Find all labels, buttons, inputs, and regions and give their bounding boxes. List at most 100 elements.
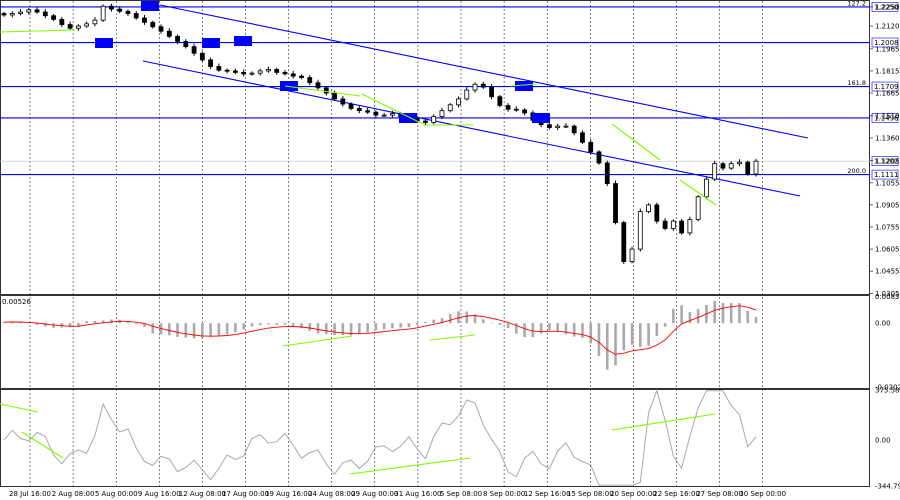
candle-body: [84, 23, 90, 27]
candle-body: [513, 108, 519, 111]
candle-body: [563, 125, 569, 128]
level-label: 1.2250: [874, 3, 899, 11]
level-label: 1.1111: [874, 171, 899, 179]
channel-upper: [159, 4, 809, 139]
cci-divergence: [21, 431, 64, 459]
x-tick-label: 8 Sep 00:00: [483, 490, 525, 498]
candle-body: [439, 110, 445, 117]
candle-body: [679, 220, 685, 234]
candle-body: [34, 9, 40, 13]
candle-body: [9, 13, 15, 16]
pivot-marker: [532, 113, 550, 123]
candle-body: [423, 120, 428, 123]
candle-body: [547, 124, 552, 129]
candle-body: [356, 108, 362, 112]
candle-body: [216, 66, 222, 71]
macd-panel-frame: [0, 295, 870, 389]
cci-line: [3, 389, 757, 486]
candle-body: [290, 73, 296, 77]
cci-divergence: [0, 403, 39, 413]
macd-divergence-lines: [282, 334, 476, 347]
candle-body: [588, 141, 594, 153]
x-tick-label: 12 Aug 08:00: [179, 490, 226, 498]
candle-body: [282, 72, 288, 75]
cci-axis: 375.5808 0.00 -344.798: [875, 387, 900, 491]
candle-body: [266, 69, 271, 72]
candle-body: [183, 41, 189, 48]
pivot-marker: [515, 81, 533, 91]
candle-body: [670, 220, 676, 229]
candle-body: [166, 30, 172, 37]
price-panel-frame: [0, 0, 870, 295]
pivot-marker: [399, 113, 417, 123]
candle-body: [381, 114, 387, 117]
candle-body: [232, 70, 238, 73]
candle-body: [613, 183, 618, 223]
divergence-line: [679, 179, 717, 206]
candle-body: [555, 125, 561, 129]
candle-body: [687, 219, 693, 234]
candle-body: [67, 24, 73, 29]
price-panel: 1.2250 1.2008 1.1709 1.1496 1.1202 1.1111 1.2…: [0, 0, 900, 298]
candle-body: [133, 13, 139, 19]
price-tick-label: 1.1815: [875, 67, 900, 75]
candle-body: [522, 109, 528, 114]
x-tick-label: 19 Aug 16:00: [265, 490, 312, 498]
candle-body: [175, 35, 180, 42]
candle-body: [472, 83, 478, 91]
price-tick-label: 1.1665: [875, 90, 900, 98]
candle-body: [662, 220, 668, 229]
candle-body: [637, 211, 643, 250]
price-tick-label: 1.1360: [875, 134, 900, 142]
candle-body: [654, 204, 660, 222]
pivot-marker: [202, 38, 220, 48]
candle-body: [431, 116, 437, 123]
divergence-line: [509, 83, 539, 87]
price-tick-label: 1.0755: [875, 224, 900, 232]
divergence-line: [284, 85, 361, 97]
level-label-box: [871, 156, 899, 166]
price-tick-label: 1.2250: [875, 3, 900, 11]
candle-body: [100, 5, 106, 21]
time-axis: 28 Jul 16:00 2 Aug 08:00 5 Aug 00:00 9 Aug …: [9, 490, 786, 498]
fib-label: 161.8: [847, 79, 866, 87]
level-label-box: [871, 37, 899, 48]
level-label: 1.1202: [874, 158, 899, 166]
candle-body: [489, 86, 494, 98]
candle-body: [365, 110, 371, 113]
price-tick-label: 1.1055: [875, 179, 900, 187]
macd-tick-label: 0.00839: [875, 293, 900, 301]
x-tick-label: 5 Sep 08:00: [440, 490, 482, 498]
candle-body: [332, 92, 337, 100]
divergence-line: [611, 123, 661, 161]
candle-body: [241, 72, 247, 75]
candle-body: [142, 17, 147, 23]
price-tick-label: 1.0455: [875, 268, 900, 276]
level-label: 1.1496: [874, 114, 899, 122]
x-tick-label: 24 Aug 08:00: [308, 490, 355, 498]
candle-body: [249, 72, 255, 75]
candle-body: [464, 89, 470, 100]
candle-body: [497, 96, 503, 106]
price-tick-label: 1.0305: [875, 290, 900, 298]
level-label: 1.1709: [874, 83, 899, 91]
candle-body: [59, 19, 65, 25]
candle-body: [480, 83, 486, 88]
price-tick-label: 1.2120: [875, 23, 900, 31]
candle-body: [621, 222, 627, 263]
candle-body: [274, 69, 280, 73]
candle-body: [299, 75, 304, 78]
level-label-box: [871, 113, 899, 123]
divergence-line: [0, 29, 76, 33]
cci-panel-frame: [0, 389, 870, 487]
x-tick-label: 22 Sep 16:00: [653, 490, 700, 498]
fib-label: 200.0: [847, 167, 866, 175]
candle-body: [604, 162, 610, 184]
x-tick-label: 29 Aug 00:00: [351, 490, 398, 498]
candle-body: [447, 104, 453, 112]
pivot-marker: [95, 38, 113, 48]
x-tick-label: 27 Sep 08:00: [696, 490, 743, 498]
candle-body: [505, 105, 511, 110]
candle-body: [737, 161, 742, 165]
